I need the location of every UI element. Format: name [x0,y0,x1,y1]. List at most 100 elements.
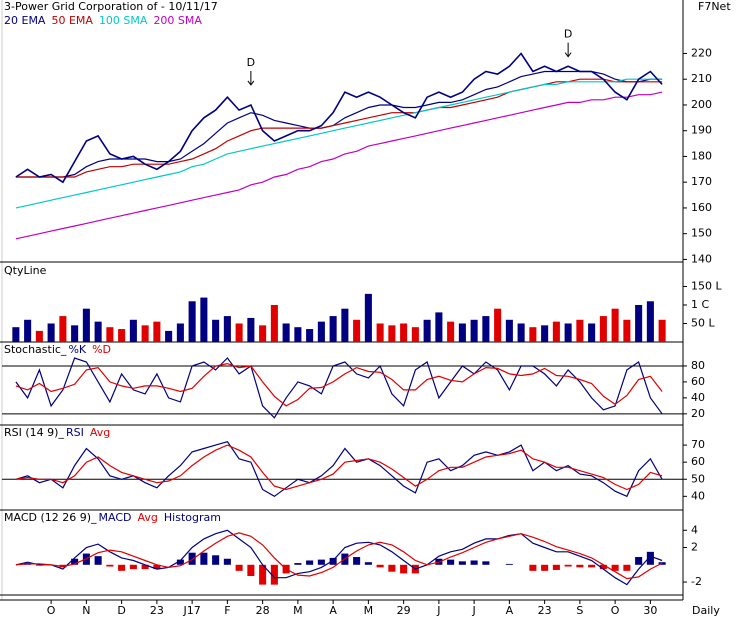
volume-bar [235,323,243,342]
volume-bar [400,323,408,342]
volume-bar [435,312,443,342]
histogram-bar [376,564,384,568]
histogram-bar [141,564,149,570]
x-tick-label: 28 [256,604,270,617]
legend-entry: 50 EMA [51,14,93,27]
volume-bar [599,316,607,342]
y-tick-label: 80 [691,359,705,372]
volume-bar [564,323,572,342]
histogram-bar [482,561,490,565]
histogram-bar [611,564,619,571]
y-tick-label: 170 [691,175,712,188]
histogram-bar [188,552,196,565]
volume-bar [270,304,278,342]
y-tick-label: 1 C [691,298,709,311]
volume-bar [494,308,502,342]
volume-bar [141,325,149,342]
volume-bar [482,316,490,342]
histogram-bar [353,557,361,565]
volume-bar [646,301,654,342]
series-line [15,444,663,491]
volume-bar [658,319,666,342]
y-tick-label: 40 [691,391,705,404]
volume-bar [588,323,596,342]
histogram-bar [447,559,455,565]
x-tick-label: M [364,604,374,617]
volume-bar [529,327,537,342]
y-tick-label: 40 [691,489,705,502]
volume-bar [517,323,525,342]
histogram-bar [200,552,208,565]
volume-bar [200,297,208,342]
volume-bar [259,325,267,342]
volume-bar [223,316,231,342]
volume-bar [47,323,55,342]
y-tick-label: 190 [691,124,712,137]
volume-bar [118,329,126,342]
annotation-arrowhead [564,52,572,58]
histogram-bar [235,564,243,571]
legend-entry: %K [68,343,86,356]
histogram-bar [588,564,596,568]
x-tick-label: J [436,604,440,617]
volume-bar [247,317,255,342]
chart-title: 3-Power Grid Corporation of - 10/11/17 [4,0,218,13]
x-tick-label: 29 [397,604,411,617]
volume-bar [329,316,337,342]
panel-label: Stochastic_ [4,343,67,356]
histogram-bar [118,564,126,571]
histogram-bar [564,564,572,567]
y-tick-label: 210 [691,72,712,85]
x-tick-label: D [117,604,125,617]
histogram-bar [212,555,220,565]
x-tick-label: M [293,604,303,617]
volume-bar [82,308,90,342]
y-tick-label: 2 [691,541,698,554]
volume-bar [71,325,79,342]
series-line [15,529,663,586]
y-tick-label: 220 [691,46,712,59]
volume-bar [188,301,196,342]
volume-bar [341,308,349,342]
histogram-bar [106,564,114,567]
histogram-bar [306,560,314,565]
volume-bar [59,316,67,342]
volume-bar [388,325,396,342]
y-tick-label: 200 [691,98,712,111]
histogram-bar [458,561,466,565]
volume-bar [470,319,478,342]
legend-entry: 20 EMA [4,14,46,27]
source: F7Net [698,0,731,13]
volume-bar [552,321,560,342]
y-tick-label: -2 [691,575,702,588]
y-tick-label: 160 [691,201,712,214]
volume-bar [12,327,20,342]
volume-bar [635,304,643,342]
volume-bar [106,327,114,342]
histogram-bar [400,564,408,574]
x-axis-label: Daily [692,604,720,617]
histogram-bar [646,551,654,565]
histogram-bar [623,564,631,571]
histogram-bar [329,557,337,565]
legend-entry: 100 SMA [99,14,148,27]
volume-bar [294,327,302,342]
x-tick-label: A [506,604,514,617]
y-tick-label: 4 [691,523,698,536]
volume-bar [24,319,32,342]
volume-bar [505,319,513,342]
volume-bar [282,323,290,342]
volume-bar [541,325,549,342]
histogram-bar [176,559,184,565]
panel-label: MACD (12 26 9)_ [4,511,97,524]
histogram-bar [294,563,302,565]
volume-bar [376,323,384,342]
price-line [15,52,663,184]
volume-bar [423,319,431,342]
panel-label: QtyLine [4,264,47,277]
x-tick-label: O [611,604,620,617]
volume-bar [176,323,184,342]
legend-entry: MACD [99,511,132,524]
histogram-bar [247,564,255,577]
